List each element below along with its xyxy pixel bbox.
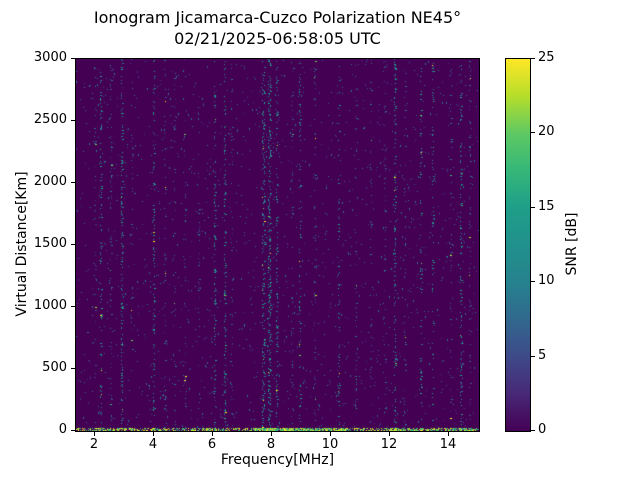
x-tick-label: 6	[207, 437, 217, 452]
colorbar-tick-mark	[531, 207, 535, 208]
x-tick-mark	[389, 432, 390, 436]
y-tick-label: 2000	[33, 174, 67, 189]
y-tick-label: 0	[58, 422, 67, 437]
colorbar-tick-label: 20	[538, 124, 555, 139]
heatmap-canvas	[76, 59, 479, 431]
x-tick-mark	[94, 432, 95, 436]
y-tick-mark	[71, 182, 75, 183]
colorbar-tick-mark	[531, 356, 535, 357]
colorbar-tick-mark	[531, 430, 535, 431]
colorbar-tick-label: 0	[538, 422, 547, 437]
y-tick-mark	[71, 58, 75, 59]
y-tick-mark	[71, 244, 75, 245]
y-tick-mark	[71, 368, 75, 369]
colorbar-tick-label: 10	[538, 273, 555, 288]
x-tick-mark	[330, 432, 331, 436]
x-tick-mark	[271, 432, 272, 436]
y-tick-label: 1000	[33, 298, 67, 313]
colorbar-tick-label: 25	[538, 50, 555, 65]
x-tick-mark	[212, 432, 213, 436]
colorbar	[505, 58, 531, 432]
x-tick-label: 8	[266, 437, 276, 452]
x-tick-label: 14	[439, 437, 457, 452]
y-tick-label: 500	[42, 360, 67, 375]
y-tick-mark	[71, 120, 75, 121]
chart-subtitle: 02/21/2025-06:58:05 UTC	[174, 29, 381, 48]
x-tick-label: 4	[148, 437, 158, 452]
plot-area	[75, 58, 480, 432]
colorbar-tick-mark	[531, 281, 535, 282]
colorbar-tick-label: 15	[538, 199, 555, 214]
title-block: Ionogram Jicamarca-Cuzco Polarization NE…	[75, 7, 480, 49]
y-tick-label: 1500	[33, 236, 67, 251]
x-tick-mark	[448, 432, 449, 436]
colorbar-gradient	[506, 59, 530, 431]
colorbar-tick-mark	[531, 58, 535, 59]
chart-title: Ionogram Jicamarca-Cuzco Polarization NE…	[93, 8, 462, 27]
colorbar-label: SNR [dB]	[564, 212, 580, 276]
y-tick-label: 3000	[33, 50, 67, 65]
x-tick-label: 12	[380, 437, 398, 452]
x-tick-label: 2	[89, 437, 99, 452]
colorbar-tick-mark	[531, 132, 535, 133]
x-tick-mark	[153, 432, 154, 436]
y-tick-label: 2500	[33, 112, 67, 127]
x-axis-label: Frequency[MHz]	[220, 452, 335, 468]
colorbar-tick-label: 5	[538, 348, 547, 363]
y-tick-mark	[71, 430, 75, 431]
y-tick-mark	[71, 306, 75, 307]
x-tick-label: 10	[321, 437, 339, 452]
